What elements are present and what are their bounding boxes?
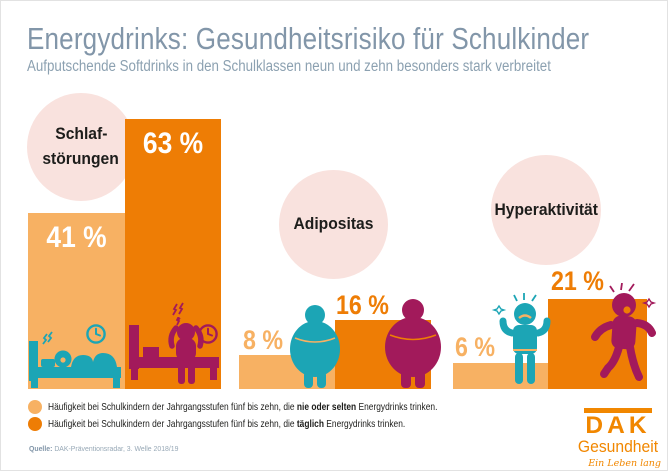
category-label-line1: Hyperaktivität bbox=[494, 199, 598, 219]
obese-person-icon bbox=[385, 299, 441, 388]
headache-person-icon bbox=[129, 317, 219, 384]
legend-text-bold: täglich bbox=[296, 418, 324, 430]
dak-logo-brand: DAK bbox=[585, 412, 651, 439]
stress-marks-icon bbox=[172, 302, 184, 316]
source-label: Quelle: bbox=[29, 444, 53, 453]
clock-icon bbox=[86, 324, 106, 344]
page-title: Energydrinks: Gesundheitsrisiko für Schu… bbox=[27, 21, 590, 56]
category-bubble-schlafstoerungen: Schlaf- störungen bbox=[27, 93, 135, 201]
category-label-line1: Schlaf- bbox=[54, 124, 108, 144]
legend-text: Häufigkeit bei Schulkindern der Jahrgang… bbox=[48, 418, 405, 430]
legend-swatch-taeglich bbox=[28, 417, 42, 431]
bar-value-label: 8 % bbox=[243, 325, 284, 355]
legend-text-suffix: Energydrinks trinken. bbox=[356, 401, 438, 413]
dak-logo-tagline: Ein Leben lang bbox=[588, 457, 661, 469]
category-label-line1: Adipositas bbox=[293, 214, 374, 234]
dak-logo-subbrand: Gesundheit bbox=[577, 438, 659, 456]
page-subtitle: Aufputschende Softdrinks in den Schulkla… bbox=[27, 58, 551, 75]
bar-value-label: 63 % bbox=[142, 127, 204, 160]
hyperactive-person-icon bbox=[591, 283, 657, 381]
sleeping-person-icon bbox=[29, 331, 121, 388]
legend-text-suffix: Energydrinks trinken. bbox=[323, 418, 406, 430]
bar-value-label: 41 % bbox=[46, 221, 107, 254]
hyperactive-person-icon bbox=[491, 293, 551, 384]
category-bubble-adipositas: Adipositas bbox=[279, 170, 388, 279]
bar-value-label: 6 % bbox=[455, 332, 496, 362]
legend-text-bold: nie oder selten bbox=[296, 401, 357, 413]
dak-logo-bar bbox=[584, 408, 652, 413]
dak-logo: DAK Gesundheit Ein Leben lang bbox=[573, 408, 663, 469]
category-bubble-hyperaktivitaet: Hyperaktivität bbox=[491, 155, 601, 265]
bar-value-label: 16 % bbox=[336, 290, 389, 320]
legend-text-prefix: Häufigkeit bei Schulkindern der Jahrgang… bbox=[48, 401, 297, 413]
source-note: Quelle: DAK-Präventionsradar, 3. Welle 2… bbox=[29, 444, 178, 453]
legend-text: Häufigkeit bei Schulkindern der Jahrgang… bbox=[48, 401, 437, 413]
obese-person-icon bbox=[290, 305, 340, 388]
legend-text-prefix: Häufigkeit bei Schulkindern der Jahrgang… bbox=[48, 418, 297, 430]
category-label-line2: störungen bbox=[42, 149, 120, 168]
bar-value-label: 21 % bbox=[551, 266, 604, 296]
source-text: DAK-Präventionsradar, 3. Welle 2018/19 bbox=[52, 444, 179, 453]
legend-swatch-selten bbox=[28, 400, 42, 414]
legend-item-taeglich: Häufigkeit bei Schulkindern der Jahrgang… bbox=[28, 417, 495, 431]
clock-icon bbox=[198, 324, 218, 344]
legend-item-selten: Häufigkeit bei Schulkindern der Jahrgang… bbox=[28, 400, 535, 414]
